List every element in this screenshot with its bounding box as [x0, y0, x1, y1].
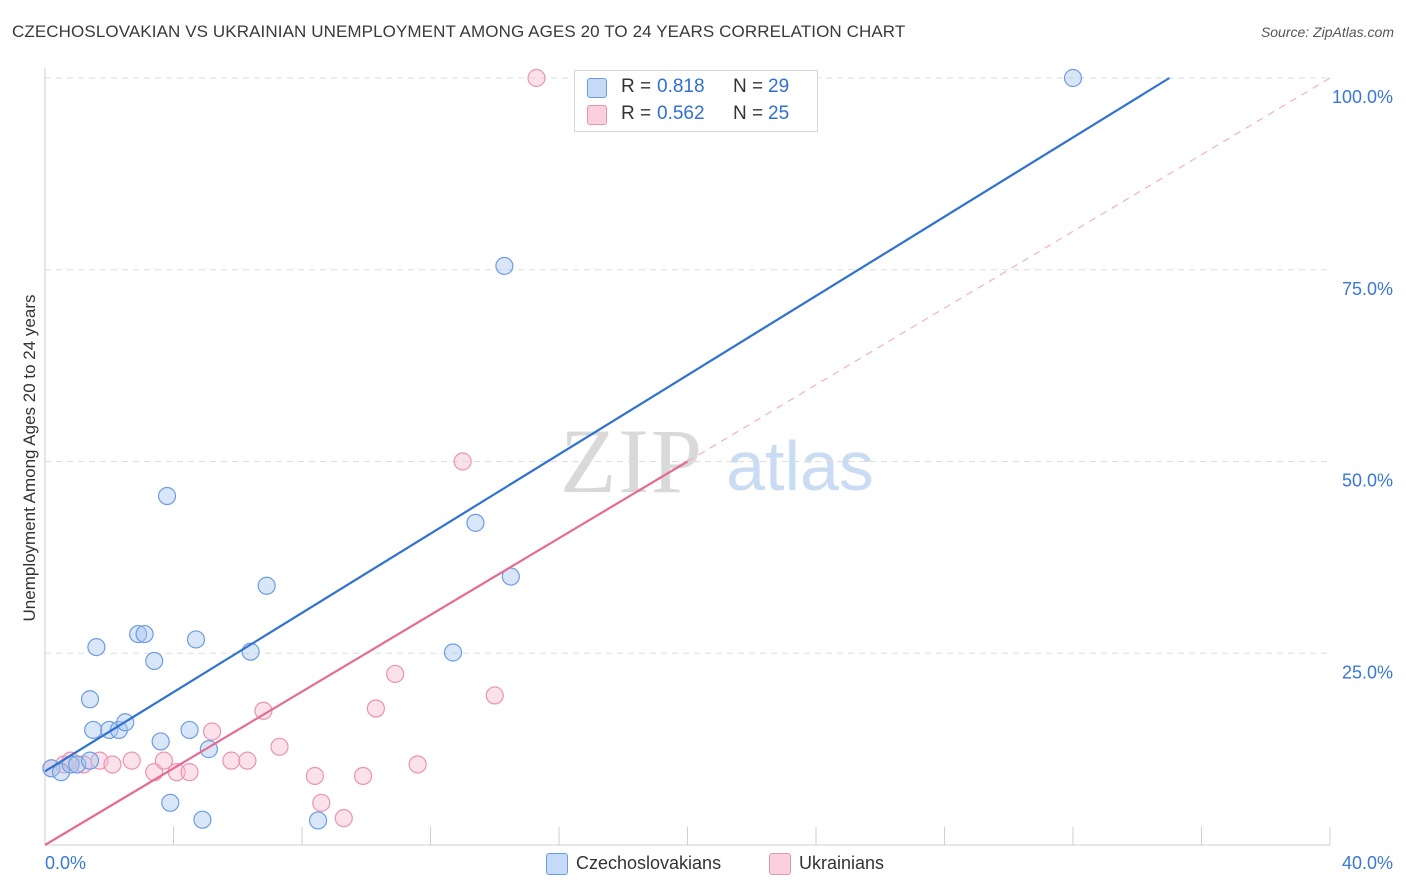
- watermark-atlas: atlas: [726, 427, 874, 505]
- data-point-czechoslovakians: [1063, 68, 1083, 88]
- n-label: N =: [733, 103, 764, 124]
- data-point-czechoslovakians: [157, 486, 177, 506]
- source-credit: Source: ZipAtlas.com: [1260, 24, 1394, 40]
- r-value: 0.562: [657, 103, 705, 124]
- data-point-czechoslovakians: [257, 576, 276, 595]
- r-label: R =: [621, 76, 652, 97]
- data-point-czechoslovakians: [129, 624, 148, 644]
- data-point-ukrainians: [202, 722, 222, 741]
- chart-title: CZECHOSLOVAKIAN VS UKRAINIAN UNEMPLOYMEN…: [12, 22, 906, 41]
- data-point-czechoslovakians: [161, 793, 180, 812]
- n-value: 25: [768, 103, 790, 124]
- data-point-czechoslovakians: [87, 638, 106, 657]
- data-point-ukrainians: [270, 737, 289, 756]
- data-point-ukrainians: [334, 809, 353, 828]
- data-point-ukrainians: [103, 755, 122, 774]
- data-point-ukrainians: [122, 751, 141, 770]
- y-tick-label: 50.0%: [1342, 471, 1393, 491]
- x-tick-label: 40.0%: [1342, 853, 1393, 873]
- data-point-ukrainians: [353, 766, 373, 786]
- data-point-czechoslovakians: [151, 732, 170, 751]
- legend-label: Czechoslovakians: [576, 853, 722, 873]
- y-tick-label: 75.0%: [1342, 279, 1393, 299]
- data-point-czechoslovakians: [186, 630, 206, 649]
- data-point-ukrainians: [154, 751, 173, 770]
- x-tick-label: 0.0%: [45, 853, 86, 873]
- n-label: N =: [733, 76, 764, 97]
- data-point-czechoslovakians: [180, 720, 199, 740]
- data-point-ukrainians: [305, 766, 324, 786]
- y-tick-label: 100.0%: [1332, 87, 1393, 107]
- r-label: R =: [621, 103, 652, 124]
- data-point-czechoslovakians: [145, 651, 164, 671]
- data-point-czechoslovakians: [466, 513, 485, 532]
- data-point-czechoslovakians: [80, 690, 100, 709]
- y-axis-label: Unemployment Among Ages 20 to 24 years: [20, 294, 39, 622]
- legend-swatch-pink: [769, 853, 791, 875]
- y-tick-label: 25.0%: [1342, 662, 1393, 682]
- data-point-ukrainians: [238, 751, 257, 770]
- data-point-ukrainians: [312, 793, 331, 812]
- trendline-ukrainians: [44, 460, 689, 846]
- data-point-czechoslovakians: [308, 811, 328, 830]
- legend-swatch-pink: [587, 105, 607, 125]
- data-point-ukrainians: [408, 755, 427, 774]
- data-point-czechoslovakians: [443, 643, 463, 662]
- data-point-czechoslovakians: [51, 763, 71, 782]
- data-point-ukrainians: [527, 68, 546, 88]
- data-point-czechoslovakians: [135, 624, 154, 644]
- data-point-czechoslovakians: [193, 810, 212, 829]
- legend-label: Ukrainians: [799, 853, 885, 873]
- data-point-ukrainians: [180, 763, 199, 782]
- data-point-czechoslovakians: [84, 720, 103, 740]
- data-point-czechoslovakians: [495, 256, 514, 276]
- data-point-ukrainians: [222, 751, 241, 770]
- r-value: 0.818: [657, 76, 705, 97]
- data-point-ukrainians: [386, 664, 405, 684]
- trendline-czechoslovakians: [44, 77, 1170, 773]
- data-point-ukrainians: [366, 699, 385, 718]
- data-point-ukrainians: [453, 452, 472, 471]
- legend-swatch-blue: [587, 78, 607, 98]
- correlation-legend: R = 0.818 N = 29 R = 0.562 N = 25: [574, 70, 818, 132]
- data-point-czechoslovakians: [80, 751, 100, 770]
- n-value: 29: [768, 76, 790, 97]
- data-point-ukrainians: [485, 686, 504, 705]
- legend-swatch-blue: [546, 853, 568, 875]
